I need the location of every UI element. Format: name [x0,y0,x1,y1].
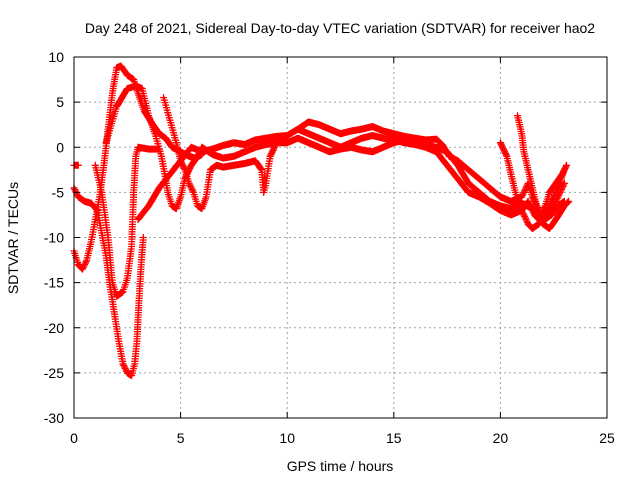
x-tick-label: 20 [493,430,509,446]
y-tick-label: 10 [48,49,64,65]
x-tick-label: 0 [70,430,78,446]
series-track-2 [70,184,147,380]
x-axis: 0 5 10 15 20 25 [70,57,615,446]
data-point-markers [514,112,570,219]
data-point-markers [160,94,291,213]
data-point-markers [70,184,147,380]
gridlines [74,57,607,418]
y-tick-label: 0 [56,139,64,155]
series-track-10 [496,139,568,232]
series-track-4 [91,143,163,300]
x-tick-label: 15 [386,430,402,446]
x-tick-label: 5 [177,430,185,446]
series-track-6 [160,94,291,213]
x-axis-label: GPS time / hours [287,458,394,474]
plot-area [70,62,573,380]
data-point-markers [91,143,163,300]
y-tick-label: -30 [44,410,64,426]
x-tick-label: 10 [279,430,295,446]
series-track-11 [514,112,570,219]
y-axis: -30 -25 -20 -15 -10 -5 0 5 10 [44,49,607,426]
series-track-1 [70,161,82,169]
y-tick-label: -10 [44,230,64,246]
y-tick-label: -25 [44,365,64,381]
chart-title: Day 248 of 2021, Sidereal Day-to-day VTE… [85,20,595,36]
y-tick-label: 5 [56,94,64,110]
data-point-markers [70,161,82,169]
y-axis-label: SDTVAR / TECUs [5,182,21,294]
data-point-markers [496,139,568,232]
y-tick-label: -15 [44,275,64,291]
y-tick-label: -20 [44,320,64,336]
x-tick-label: 25 [599,430,615,446]
y-tick-label: -5 [52,184,65,200]
